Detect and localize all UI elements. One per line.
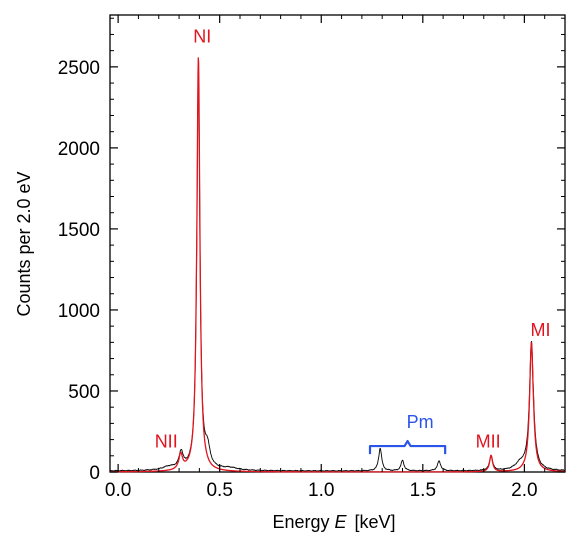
y-tick-label: 0: [89, 463, 100, 484]
x-tick-label: 2.0: [511, 480, 537, 501]
annotation-layer: NI NII MII MI Pm: [155, 27, 550, 455]
y-tick-label: 2000: [58, 139, 100, 160]
y-tick-label: 500: [68, 382, 100, 403]
series-layer: [109, 57, 566, 473]
peak-label-mii: MII: [476, 432, 501, 452]
series-line-1: [109, 66, 566, 472]
x-axis-title: Energy E [keV]: [272, 512, 395, 532]
tick-layer: 0.0 0.5 1.0 1.5 2.0 0 500 1000 1500 2000 2500: [58, 15, 565, 501]
x-tick-label: 0.0: [105, 480, 131, 501]
y-tick-label: 1500: [58, 220, 100, 241]
peak-label-mi: MI: [530, 320, 550, 340]
peak-label-pm: Pm: [407, 412, 434, 432]
pm-bracket: [368, 439, 447, 455]
x-tick-label: 0.5: [206, 480, 232, 501]
peak-label-nii: NII: [155, 432, 178, 452]
y-tick-label: 2500: [58, 58, 100, 79]
plot-area: [109, 14, 566, 473]
series-line-2: [109, 57, 566, 473]
x-tick-label: 1.5: [410, 480, 436, 501]
y-axis-title: Counts per 2.0 eV: [14, 171, 34, 316]
x-tick-label: 1.0: [308, 480, 334, 501]
plot-frame: [109, 14, 566, 473]
y-tick-label: 1000: [58, 301, 100, 322]
peak-label-ni: NI: [193, 27, 211, 47]
